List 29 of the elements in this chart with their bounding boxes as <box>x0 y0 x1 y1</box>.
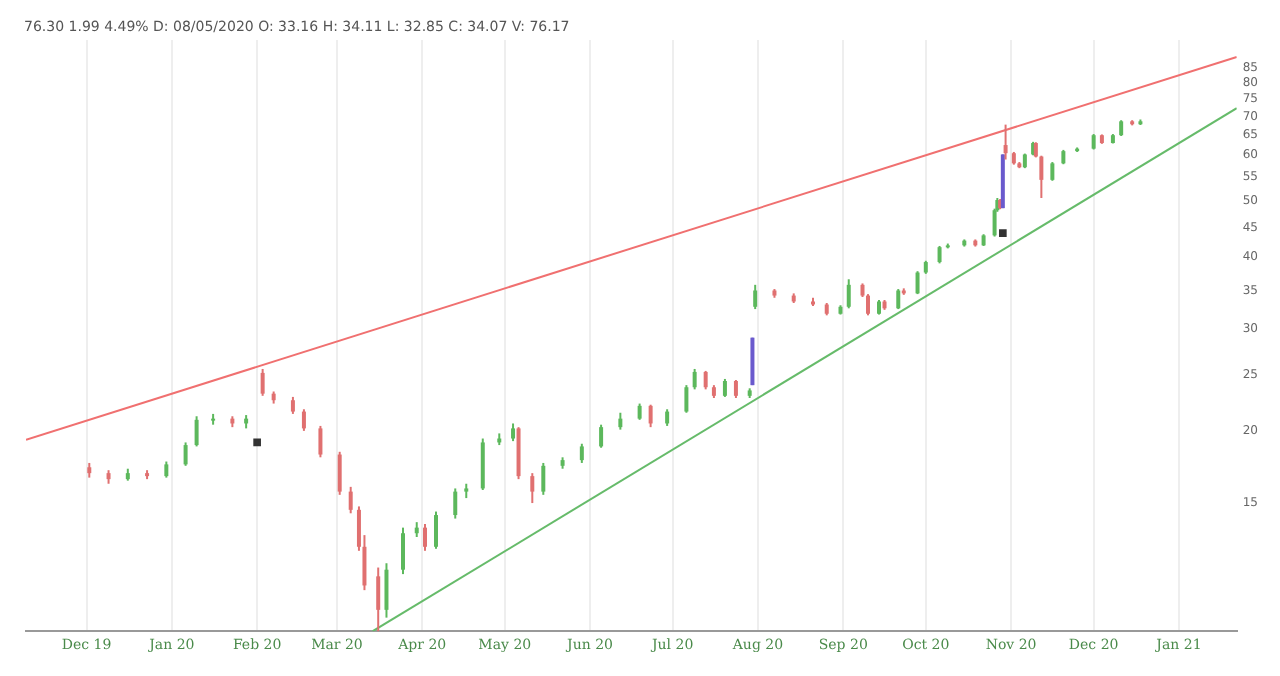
candlestick <box>400 526 405 576</box>
candlestick <box>480 437 485 492</box>
candlestick <box>733 378 738 400</box>
candlestick <box>703 369 708 391</box>
candlestick <box>183 441 188 467</box>
candlestick <box>516 426 521 481</box>
candlestick <box>530 472 535 505</box>
candlestick <box>896 288 901 311</box>
candlestick <box>753 283 758 311</box>
candlestick <box>301 408 306 432</box>
candlestick <box>434 510 438 550</box>
candlestick <box>599 423 604 449</box>
candlestick <box>260 367 265 397</box>
candlestick <box>1050 161 1055 182</box>
candlestick <box>348 485 353 515</box>
candlestick <box>384 562 389 619</box>
candlestick <box>692 367 697 391</box>
candlestick <box>915 270 920 296</box>
candlestick <box>318 424 323 459</box>
candlestick <box>846 278 851 310</box>
candlestick <box>453 487 458 520</box>
candlestick <box>541 461 546 496</box>
candlestick <box>684 384 689 414</box>
candlestick <box>579 442 584 464</box>
candlestick <box>648 403 653 429</box>
candlestick <box>194 415 199 448</box>
candlestick <box>376 566 381 633</box>
candlestick <box>422 522 427 552</box>
candlestick <box>337 450 342 496</box>
